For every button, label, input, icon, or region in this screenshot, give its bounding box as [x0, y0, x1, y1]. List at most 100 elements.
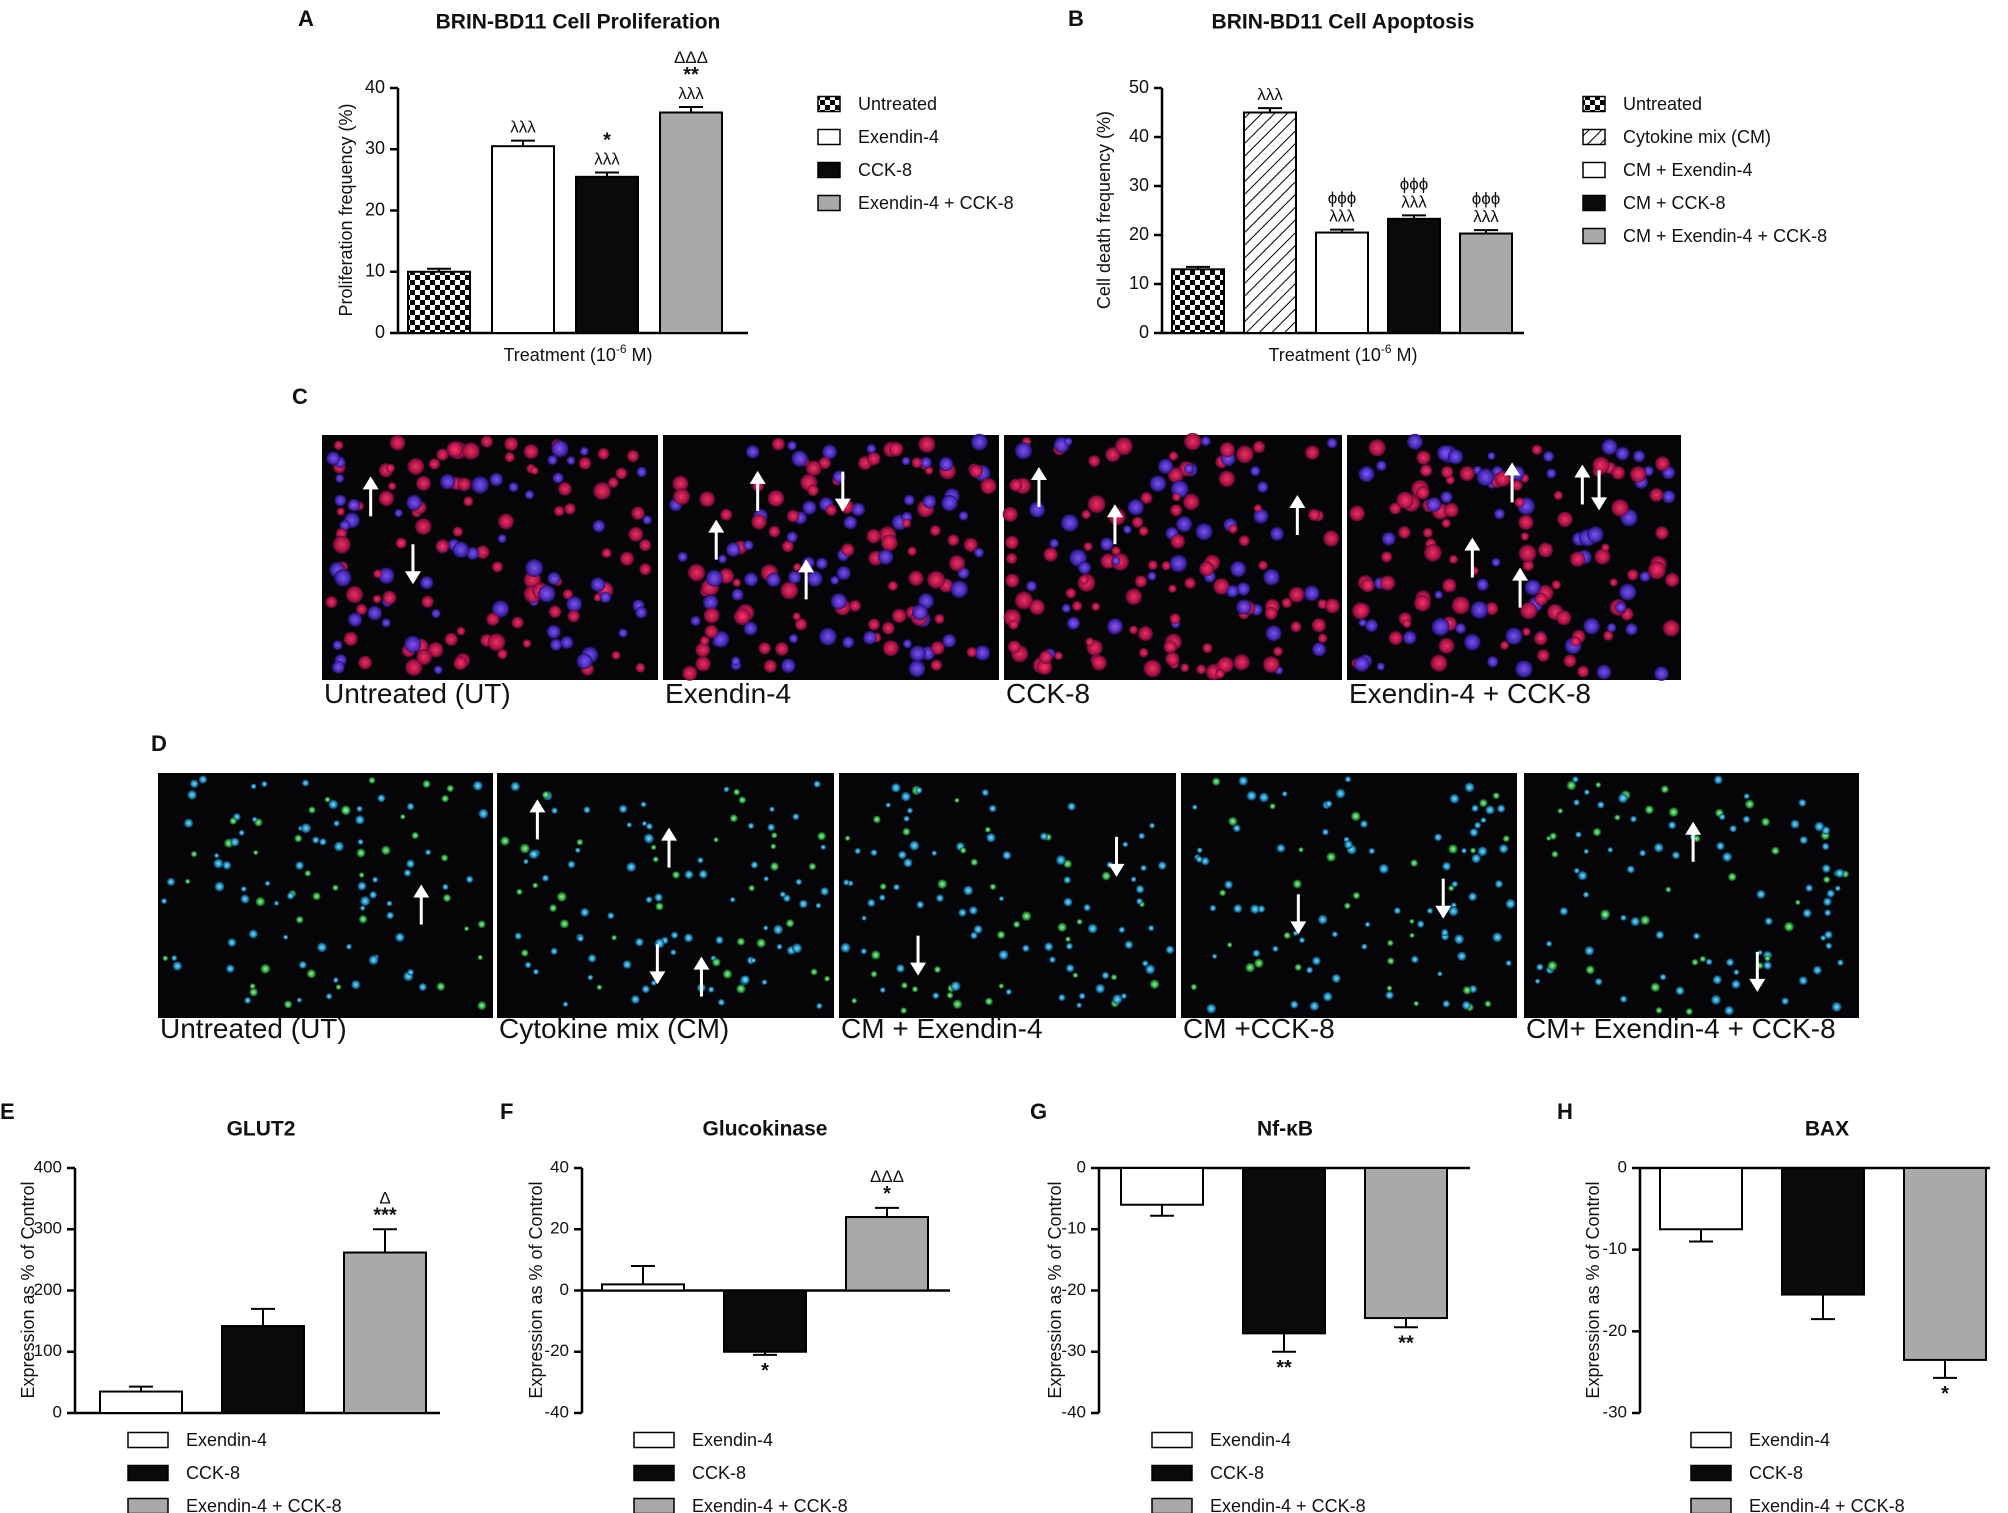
- cell-nucleus: [1417, 920, 1425, 928]
- cell-nucleus: [861, 915, 867, 921]
- cell-nucleus: [491, 561, 503, 573]
- cell-nucleus: [677, 551, 688, 563]
- cell-nucleus: [1361, 943, 1368, 950]
- cell-nucleus: [1655, 526, 1669, 540]
- cell-nucleus: [1378, 863, 1389, 874]
- cell-nucleus: [1611, 465, 1626, 480]
- cell-nucleus: [608, 477, 619, 488]
- cell-nucleus: [1569, 551, 1586, 567]
- cell-nucleus: [532, 882, 539, 889]
- cell-nucleus: [1563, 654, 1577, 668]
- cell-nucleus: [1476, 578, 1489, 591]
- cell-nucleus: [464, 926, 470, 932]
- cell-nucleus: [775, 642, 789, 656]
- cell-nucleus: [849, 600, 861, 612]
- cell-nucleus: [1165, 945, 1175, 954]
- cell-nucleus: [1484, 1000, 1492, 1008]
- cell-nucleus: [1492, 792, 1500, 800]
- bar: [575, 175, 639, 334]
- cell-nucleus: [1252, 440, 1265, 453]
- cell-nucleus: [533, 968, 539, 975]
- cell-nucleus: [843, 515, 858, 530]
- cell-nucleus: [1547, 960, 1558, 971]
- cell-nucleus: [1799, 835, 1808, 845]
- cell-nucleus: [427, 642, 444, 658]
- cell-nucleus: [523, 444, 539, 459]
- cell-nucleus: [1309, 1001, 1320, 1011]
- cell-nucleus: [748, 884, 755, 892]
- cell-nucleus: [576, 838, 584, 846]
- y-axis-label: Expression as % of Control: [526, 1181, 546, 1398]
- cell-nucleus: [1101, 871, 1111, 881]
- micrograph-caption: CCK-8: [1006, 678, 1090, 709]
- cell-nucleus: [882, 640, 899, 657]
- arrow-head: [749, 470, 766, 484]
- cell-nucleus: [1505, 960, 1512, 967]
- cell-nucleus: [1312, 956, 1321, 966]
- legend-swatch: [1690, 1497, 1732, 1513]
- cell-nucleus: [761, 979, 768, 985]
- cell-nucleus: [889, 442, 904, 457]
- cell-nucleus: [911, 986, 919, 993]
- cell-nucleus: [1487, 451, 1496, 460]
- cell-nucleus: [781, 658, 796, 673]
- cell-nucleus: [1733, 969, 1740, 976]
- cell-nucleus: [358, 655, 372, 670]
- cell-nucleus: [1437, 971, 1443, 977]
- cell-nucleus: [552, 472, 564, 484]
- cell-nucleus: [699, 635, 710, 646]
- arrow-head: [798, 559, 815, 573]
- cell-nucleus: [1006, 552, 1018, 565]
- cell-nucleus: [1061, 514, 1079, 532]
- legend: Exendin-4 CCK-8 Exendin-4 + CCK-8: [1151, 1430, 1366, 1513]
- cell-nucleus: [758, 642, 771, 655]
- cell-nucleus: [452, 541, 470, 558]
- significance-label: *: [603, 130, 611, 152]
- cell-nucleus: [1044, 942, 1054, 952]
- micrograph-row-c: Untreated (UT) Exendin-4 CCK-8 Exendin-4 + …: [322, 432, 1681, 709]
- cell-nucleus: [731, 656, 741, 666]
- arrow-head: [1512, 567, 1529, 581]
- cell-nucleus: [881, 534, 898, 552]
- cell-nucleus: [296, 997, 303, 1003]
- cell-nucleus: [1537, 649, 1550, 662]
- cell-nucleus: [187, 790, 197, 800]
- legend-swatch: [1582, 194, 1606, 212]
- cell-nucleus: [1476, 468, 1495, 486]
- cell-nucleus: [1653, 842, 1664, 853]
- cell-nucleus: [792, 943, 803, 954]
- cell-nucleus: [948, 555, 966, 572]
- cell-nucleus: [1183, 493, 1200, 511]
- cell-nucleus: [654, 893, 663, 902]
- cell-nucleus: [1633, 450, 1646, 463]
- arrow-marker: [708, 519, 725, 560]
- cell-nucleus: [1026, 580, 1037, 592]
- cell-nucleus: [984, 826, 991, 833]
- cell-nucleus: [1724, 1005, 1734, 1016]
- cell-nucleus: [388, 482, 397, 491]
- cell-nucleus: [891, 783, 901, 793]
- cell-nucleus: [974, 645, 991, 661]
- cell-nucleus: [567, 860, 576, 869]
- cell-nucleus: [1143, 659, 1162, 678]
- legend-swatch: [127, 1431, 169, 1449]
- cell-nucleus: [395, 932, 405, 943]
- significance-label: ϕϕϕ: [1400, 174, 1429, 193]
- legend-label: Exendin-4 + CCK-8: [186, 1496, 342, 1513]
- cell-nucleus: [1546, 940, 1553, 947]
- cell-nucleus: [963, 537, 978, 552]
- cell-nucleus: [1620, 914, 1627, 921]
- cell-nucleus: [528, 849, 539, 860]
- cell-nucleus: [1497, 804, 1506, 813]
- cell-nucleus: [902, 639, 912, 649]
- cell-nucleus: [1290, 1000, 1299, 1009]
- cell-nucleus: [249, 983, 256, 990]
- cell-nucleus: [1257, 905, 1266, 913]
- cell-nucleus: [672, 475, 689, 492]
- cell-nucleus: [1381, 531, 1396, 546]
- y-tick-label: 300: [34, 1219, 62, 1238]
- cell-nucleus: [825, 504, 837, 516]
- cell-nucleus: [1398, 526, 1411, 539]
- arrow-head: [1591, 497, 1608, 511]
- cell-nucleus: [516, 888, 523, 896]
